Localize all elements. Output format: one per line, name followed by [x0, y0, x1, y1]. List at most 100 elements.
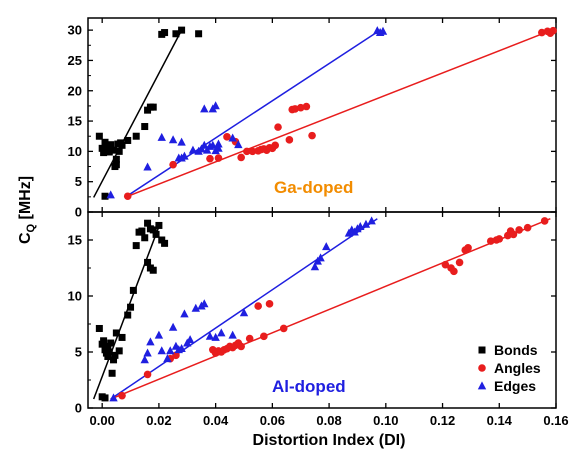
angles-point [509, 230, 518, 239]
legend-marker-bonds [478, 346, 486, 354]
angles-point [169, 160, 177, 169]
angles-point [237, 153, 245, 162]
x-tick-label: 0.10 [373, 413, 398, 428]
bonds-point [105, 148, 113, 156]
angles-point [223, 133, 231, 141]
angles-point [450, 267, 458, 276]
bonds-point [95, 324, 103, 332]
bonds-point [112, 329, 120, 337]
series-edges [106, 26, 388, 199]
bonds-point [112, 161, 120, 169]
edges-point [168, 135, 178, 144]
angles-point [302, 102, 311, 111]
bonds-point [149, 226, 157, 234]
bonds-point [110, 146, 118, 154]
angles-point [464, 244, 472, 252]
edges-point [214, 139, 223, 148]
bonds-point [178, 26, 186, 34]
angles-point [540, 217, 549, 225]
bonds-point [141, 234, 149, 242]
bonds-point [138, 227, 146, 235]
legend: Bonds Angles Edges [477, 342, 541, 394]
angles-point [549, 26, 557, 35]
bonds-point [107, 339, 115, 347]
edges-point [146, 337, 155, 346]
edges-point [154, 330, 164, 339]
legend-label-edges: Edges [494, 378, 536, 394]
y-tick-label: 10 [68, 289, 82, 304]
bonds-point [172, 30, 180, 38]
angles-point [291, 105, 299, 113]
bonds-point [115, 147, 123, 155]
edges-point [214, 143, 223, 152]
panel-al-doped: 0 5 10 15 Al-doped [68, 211, 557, 416]
x-tick-label: 0.14 [487, 413, 513, 428]
panel-annotation: Ga-doped [274, 178, 353, 197]
angles-point [486, 237, 495, 245]
bonds-point [195, 30, 203, 38]
angles-point [172, 351, 180, 360]
angles-point [279, 324, 288, 333]
edges-point [361, 219, 371, 228]
angles-point [214, 154, 223, 162]
bonds-point [98, 144, 106, 152]
y-tick-label: 30 [68, 23, 82, 38]
bonds-point [104, 352, 112, 360]
edges-point [106, 190, 115, 199]
bonds-point [108, 369, 116, 377]
edges-point [180, 151, 189, 160]
y-tick-label: 25 [68, 53, 82, 68]
bonds-point [129, 286, 137, 294]
bonds-point [105, 348, 113, 356]
series-edges [109, 216, 376, 402]
bonds-point [149, 103, 157, 111]
legend-marker-edges [477, 381, 487, 390]
bonds-point [100, 337, 108, 345]
angles-point [455, 258, 464, 267]
bonds-point [124, 136, 132, 144]
bonds-point [101, 138, 109, 146]
edges-point [356, 221, 365, 230]
bonds-point [112, 155, 120, 163]
x-tick-label: 0.04 [203, 413, 229, 428]
edges-point [228, 133, 237, 142]
fit-line [124, 30, 551, 199]
y-tick-label: 15 [68, 233, 82, 248]
legend-label-angles: Angles [494, 360, 541, 376]
bonds-point [161, 29, 169, 37]
bonds-point [95, 132, 103, 140]
bonds-point [132, 132, 140, 140]
fit-line [110, 218, 551, 400]
y-tick-label: 0 [75, 205, 82, 220]
bonds-point [144, 219, 152, 227]
bonds-point [127, 303, 135, 311]
x-tick-label: 0.00 [90, 413, 115, 428]
bonds-point [110, 356, 118, 364]
legend-label-bonds: Bonds [494, 342, 538, 358]
bonds-point [115, 347, 123, 355]
edges-point [228, 330, 237, 339]
angles-point [495, 235, 504, 243]
series-angles [123, 26, 557, 201]
edges-point [205, 331, 215, 340]
angles-point [243, 147, 251, 156]
angles-point [237, 342, 245, 351]
bonds-point [118, 333, 126, 341]
edges-point [200, 140, 209, 149]
bonds-point [155, 221, 163, 229]
edges-point [200, 299, 209, 308]
bonds-point [144, 258, 152, 266]
edges-point [367, 216, 376, 225]
y-tick-label: 10 [68, 144, 82, 159]
angles-point [308, 131, 316, 140]
bonds-point [101, 394, 109, 402]
edges-point [211, 101, 220, 110]
edges-point [200, 104, 209, 113]
x-tick-label: 0.08 [316, 413, 341, 428]
bonds-point [132, 242, 140, 250]
angles-point [515, 226, 523, 234]
panel-ga-doped: 0 5 10 15 20 25 30 Ga-doped [68, 17, 557, 220]
edges-point [143, 348, 152, 357]
edges-point [180, 309, 189, 318]
